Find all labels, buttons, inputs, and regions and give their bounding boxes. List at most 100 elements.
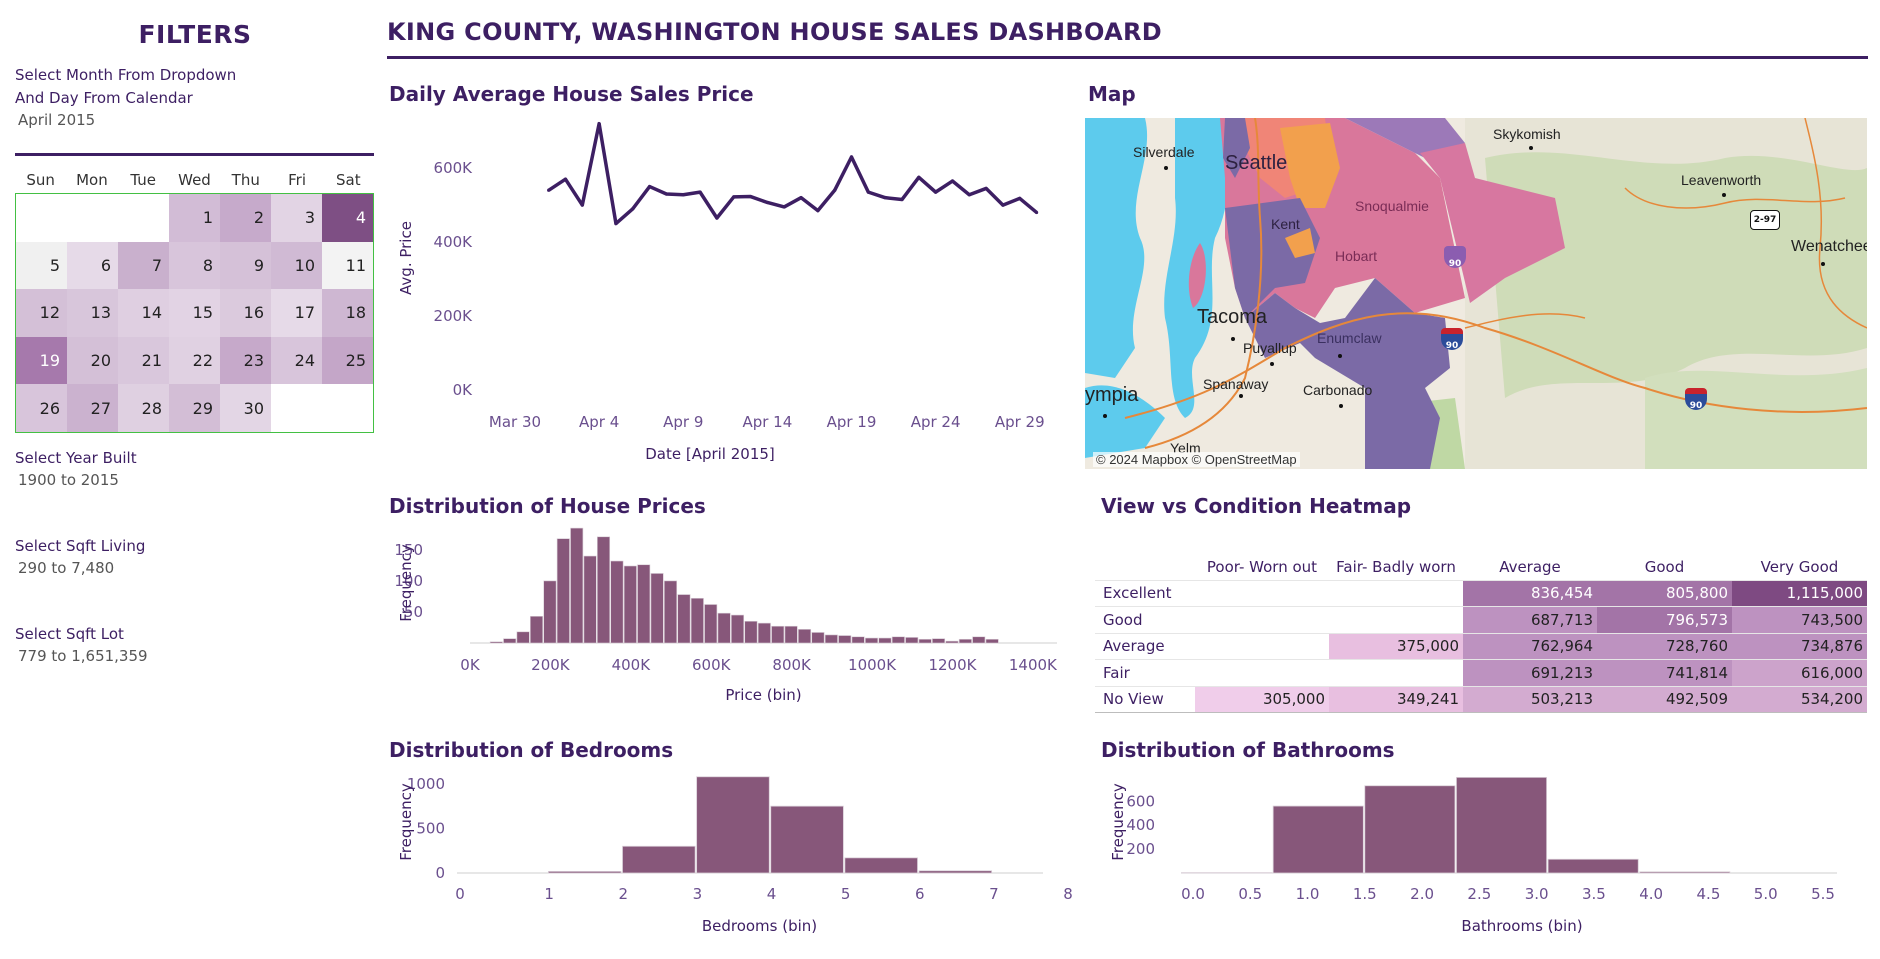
sqft-lot-filter[interactable]: 779 to 1,651,359 bbox=[18, 647, 148, 665]
calendar-day[interactable]: 12 bbox=[16, 289, 67, 337]
weekday-label: Wed bbox=[178, 171, 211, 189]
heatmap-cell[interactable]: 534,200 bbox=[1732, 686, 1867, 713]
calendar-day[interactable]: 23 bbox=[220, 336, 271, 385]
calendar-day[interactable]: 20 bbox=[67, 336, 118, 385]
calendar-day[interactable]: 17 bbox=[271, 289, 322, 337]
calendar-grid[interactable]: 1 2 3 4 5 6 7 8 9 10 11 12 13 14 15 16 17 18 19 20 21 22 23 24 2… bbox=[15, 193, 374, 433]
heatmap-cell[interactable]: 687,713 bbox=[1463, 606, 1597, 633]
price-bin-bar bbox=[972, 636, 986, 644]
heatmap-cell[interactable]: 1,115,000 bbox=[1732, 580, 1867, 607]
price-point bbox=[950, 179, 955, 183]
heatmap-cell[interactable]: 728,760 bbox=[1597, 633, 1732, 660]
calendar-day[interactable]: 10 bbox=[271, 241, 322, 290]
calendar-day[interactable]: 5 bbox=[16, 241, 67, 290]
heatmap-cell[interactable]: 805,800 bbox=[1597, 580, 1732, 607]
x-tick-label: 7 bbox=[989, 885, 999, 903]
price-point bbox=[1034, 210, 1039, 215]
route-shield-icon: 2-97 bbox=[1750, 210, 1780, 230]
heatmap-cell[interactable]: 492,509 bbox=[1597, 686, 1732, 713]
heatmap-cell[interactable]: 305,000 bbox=[1195, 686, 1329, 713]
y-axis-title: Frequency bbox=[397, 783, 415, 861]
x-tick-label: Apr 19 bbox=[827, 413, 877, 431]
heatmap-cell[interactable]: 349,241 bbox=[1329, 686, 1463, 713]
heatmap-cell[interactable]: 503,213 bbox=[1463, 686, 1597, 713]
heatmap-cell[interactable]: 375,000 bbox=[1329, 633, 1463, 660]
calendar-day[interactable]: 7 bbox=[118, 241, 169, 290]
heatmap-cell[interactable]: 836,454 bbox=[1463, 580, 1597, 607]
price-bin-bar bbox=[623, 565, 637, 644]
bedroom-bin-bar bbox=[547, 870, 622, 874]
price-histogram[interactable]: 50 100 150 0K 200K 400K 600K 800K 1000K 1200K 1400… bbox=[385, 515, 1065, 715]
price-point bbox=[849, 155, 854, 159]
map-label-puyallup: Puyallup bbox=[1243, 340, 1297, 356]
calendar-day[interactable]: 15 bbox=[169, 289, 220, 337]
bedroom-bin-bar bbox=[622, 845, 696, 874]
calendar-day[interactable]: 18 bbox=[322, 289, 373, 337]
calendar-day[interactable]: 1 bbox=[169, 194, 220, 242]
heatmap-row-label: Average bbox=[1103, 637, 1165, 656]
calendar-day[interactable]: 21 bbox=[118, 336, 169, 385]
heatmap-cell[interactable]: 762,964 bbox=[1463, 633, 1597, 660]
calendar-day[interactable]: 8 bbox=[169, 241, 220, 290]
calendar-day[interactable]: 3 bbox=[271, 194, 322, 242]
bathrooms-histogram[interactable]: 200 400 600 0.0 0.5 1.0 1.5 2.0 2.5 3.0 3.5 4.0 4.5 5… bbox=[1100, 760, 1867, 950]
x-tick-label: 2.0 bbox=[1410, 885, 1434, 903]
calendar-day[interactable]: 4 bbox=[322, 194, 373, 242]
month-dropdown[interactable]: April 2015 bbox=[18, 111, 96, 129]
calendar-day[interactable]: 13 bbox=[67, 289, 118, 337]
heatmap-cell[interactable]: 616,000 bbox=[1732, 659, 1867, 686]
calendar-day[interactable]: 16 bbox=[220, 289, 271, 337]
calendar-day[interactable]: 24 bbox=[271, 336, 322, 385]
calendar-day[interactable]: 26 bbox=[16, 384, 67, 432]
x-axis-title: Bathrooms (bin) bbox=[1461, 917, 1582, 935]
year-built-filter[interactable]: 1900 to 2015 bbox=[18, 471, 119, 489]
y-tick-label: 200K bbox=[434, 307, 474, 325]
calendar-day[interactable]: 28 bbox=[118, 384, 169, 432]
calendar-day[interactable]: 11 bbox=[322, 241, 373, 290]
price-bin-bar bbox=[731, 614, 745, 644]
y-tick-label: 400 bbox=[1126, 816, 1155, 834]
x-axis-title: Price (bin) bbox=[725, 686, 801, 704]
calendar-day[interactable]: 27 bbox=[67, 384, 118, 432]
heatmap-row-label: Excellent bbox=[1103, 584, 1172, 603]
price-distribution-title: Distribution of House Prices bbox=[389, 494, 706, 518]
x-tick-label: 4.0 bbox=[1639, 885, 1663, 903]
calendar-day[interactable]: 19 bbox=[16, 336, 67, 385]
calendar-day[interactable]: 29 bbox=[169, 384, 220, 432]
calendar-empty-cell bbox=[118, 194, 169, 242]
heatmap-empty-cell bbox=[1195, 633, 1329, 660]
x-tick-label: 5.5 bbox=[1811, 885, 1835, 903]
heatmap-cell[interactable]: 743,500 bbox=[1732, 606, 1867, 633]
calendar-day[interactable]: 25 bbox=[322, 336, 373, 385]
sqft-lot-label: Select Sqft Lot bbox=[15, 625, 124, 643]
calendar-day[interactable]: 14 bbox=[118, 289, 169, 337]
weekday-label: Tue bbox=[130, 171, 157, 189]
x-axis-title: Date [April 2015] bbox=[645, 445, 775, 463]
heatmap-cell[interactable]: 691,213 bbox=[1463, 659, 1597, 686]
map-marker bbox=[1821, 262, 1825, 266]
price-bin-bar bbox=[516, 631, 530, 644]
map-label-carbonado: Carbonado bbox=[1303, 382, 1373, 398]
calendar-day[interactable]: 22 bbox=[169, 336, 220, 385]
bedrooms-histogram[interactable]: 0 500 1000 0 1 2 3 4 5 6 7 8 Bedrooms (bin) Frequency bbox=[385, 760, 1085, 950]
calendar-day[interactable]: 6 bbox=[67, 241, 118, 290]
map-label-hobart: Hobart bbox=[1335, 248, 1378, 264]
heatmap-cell[interactable]: 741,814 bbox=[1597, 659, 1732, 686]
heatmap-cell[interactable]: 796,573 bbox=[1597, 606, 1732, 633]
sqft-living-filter[interactable]: 290 to 7,480 bbox=[18, 559, 115, 577]
king-county-map[interactable]: Silverdale Skykomish Leavenworth Wenatch… bbox=[1085, 118, 1867, 469]
bathroom-bin-bar bbox=[1456, 776, 1547, 874]
price-point bbox=[816, 209, 820, 213]
map-label-leavenworth: Leavenworth bbox=[1681, 172, 1762, 188]
title-divider bbox=[387, 56, 1868, 59]
calendar-day[interactable]: 9 bbox=[220, 241, 271, 290]
map-label-kent: Kent bbox=[1271, 216, 1300, 232]
heatmap-cell[interactable]: 734,876 bbox=[1732, 633, 1867, 660]
calendar-day[interactable]: 2 bbox=[220, 194, 271, 242]
map-marker bbox=[1103, 414, 1107, 418]
heatmap-title: View vs Condition Heatmap bbox=[1101, 494, 1412, 518]
daily-price-line-chart[interactable]: 0K 200K 400K 600K Mar 30 Apr 4 Apr 9 Apr 14 Apr … bbox=[385, 110, 1065, 470]
price-bin-bar bbox=[637, 564, 651, 644]
view-condition-heatmap[interactable]: Poor- Worn out Fair- Badly worn Average … bbox=[1095, 555, 1867, 713]
calendar-day[interactable]: 30 bbox=[220, 384, 271, 432]
